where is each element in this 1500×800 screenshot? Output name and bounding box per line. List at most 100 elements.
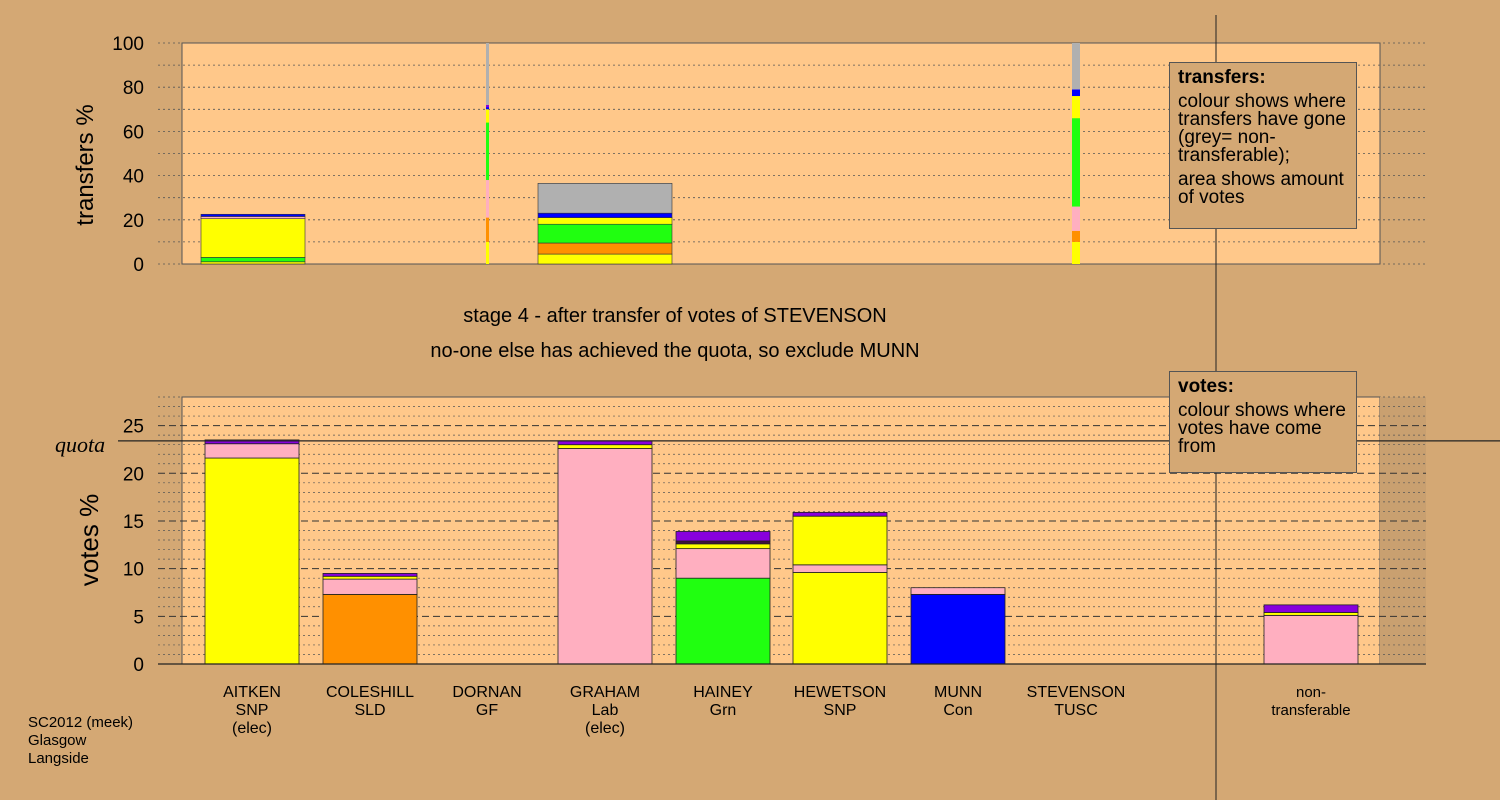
transfers-legend-title: transfers: xyxy=(1178,67,1266,88)
quota-label: quota xyxy=(55,432,105,457)
candidate-label: non- xyxy=(1296,684,1326,701)
candidate-label: AITKEN xyxy=(223,684,281,701)
candidate-label: transferable xyxy=(1271,702,1350,719)
candidate-label: HAINEY xyxy=(693,684,753,701)
transfer-bar-segment xyxy=(486,109,489,123)
votes-bar-segment xyxy=(792,511,888,517)
votes-bar-segment xyxy=(910,587,1006,595)
source-line-2: Glasgow xyxy=(28,732,87,749)
votes-bar-segment xyxy=(910,593,1006,665)
votes-bar-segment xyxy=(322,578,418,595)
candidate-label: COLESHILL xyxy=(326,684,414,701)
votes-bar-segment xyxy=(322,573,418,577)
transfer-bar-segment xyxy=(486,107,489,110)
candidate-label: DORNAN xyxy=(452,684,521,701)
transfer-bar-segment xyxy=(1072,206,1080,231)
votes-bar-segment xyxy=(557,444,653,449)
transfer-bar-segment xyxy=(486,180,489,218)
transfers-tick-label: 100 xyxy=(112,34,144,55)
votes-legend-text: colour shows where votes have come from xyxy=(1178,400,1346,457)
votes-legend-title: votes: xyxy=(1178,376,1234,397)
votes-tick-label: 5 xyxy=(133,607,144,628)
transfers-legend-text1: colour shows where transfers have gone (… xyxy=(1178,91,1346,166)
votes-bar-segment xyxy=(1263,604,1359,613)
votes-bar-segment xyxy=(1263,612,1359,616)
votes-bar-segment xyxy=(322,593,418,665)
transfer-bar-segment xyxy=(486,241,489,264)
votes-tick-label: 20 xyxy=(123,464,144,485)
axes: 0 20 40 60 80 100 0 5 10 15 20 25 xyxy=(112,34,1500,676)
transfer-bar-segment xyxy=(1072,241,1080,264)
candidate-label: STEVENSON xyxy=(1027,684,1126,701)
candidate-label: Grn xyxy=(710,702,737,719)
candidate-label: SNP xyxy=(236,702,269,719)
votes-bar-segment xyxy=(1263,614,1359,665)
transfer-bar-segment xyxy=(200,218,306,258)
candidate-label: SNP xyxy=(824,702,857,719)
transfer-bar-segment xyxy=(537,212,673,218)
transfer-bar-segment xyxy=(486,43,489,105)
votes-bar-segment xyxy=(204,439,300,445)
votes-bar-segment xyxy=(792,515,888,566)
votes-bar-segment xyxy=(675,531,771,542)
votes-bar-segment xyxy=(675,577,771,665)
votes-tick-label: 15 xyxy=(123,512,144,533)
candidate-label: HEWETSON xyxy=(794,684,886,701)
candidate-label: GRAHAM xyxy=(570,684,640,701)
transfer-bar-segment xyxy=(200,257,306,263)
transfer-bar-segment xyxy=(1072,230,1080,242)
votes-bars xyxy=(204,439,1359,665)
votes-legend: votes: colour shows where votes have com… xyxy=(1169,371,1357,473)
candidate-label: (elec) xyxy=(585,720,625,737)
source-line-3: Langside xyxy=(28,750,89,767)
transfer-bar-segment xyxy=(1072,96,1080,119)
votes-bar-segment xyxy=(204,457,300,665)
category-labels: AITKENSNP(elec)COLESHILLSLDDORNANGFGRAHA… xyxy=(223,684,1351,737)
votes-tick-label: 25 xyxy=(123,417,144,438)
votes-bar-segment xyxy=(204,443,300,459)
votes-bar-segment xyxy=(675,543,771,550)
votes-axis-label: votes % xyxy=(74,494,104,587)
transfer-bar-segment xyxy=(486,217,489,242)
votes-bar-segment xyxy=(557,448,653,665)
source-note: SC2012 (meek) Glasgow Langside xyxy=(28,714,133,768)
transfer-bar-segment xyxy=(200,216,306,219)
votes-bar-segment xyxy=(792,572,888,665)
transfer-bar-segment xyxy=(486,104,489,108)
transfers-axis-label: transfers % xyxy=(72,104,99,225)
candidate-label: Lab xyxy=(592,702,619,719)
votes-bar-segment xyxy=(792,564,888,573)
transfers-legend: transfers: colour shows where transfers … xyxy=(1169,62,1357,229)
transfer-bar-segment xyxy=(200,261,306,265)
candidate-label: GF xyxy=(476,702,498,719)
transfers-bars xyxy=(200,43,1080,265)
votes-bar-segment xyxy=(675,540,771,545)
votes-bar-segment xyxy=(322,575,418,580)
votes-tick-label: 0 xyxy=(133,655,144,676)
votes-tick-label: 10 xyxy=(123,560,144,581)
transfers-tick-label: 0 xyxy=(133,255,144,276)
transfer-bar-segment xyxy=(200,213,306,217)
candidate-label: (elec) xyxy=(232,720,272,737)
transfers-tick-label: 60 xyxy=(123,122,144,143)
transfer-bar-segment xyxy=(537,217,673,225)
transfers-tick-label: 20 xyxy=(123,211,144,232)
transfer-bar-segment xyxy=(486,122,489,181)
stage-title: stage 4 - after transfer of votes of STE… xyxy=(463,305,887,327)
transfer-bar-segment xyxy=(1072,43,1080,90)
source-line-1: SC2012 (meek) xyxy=(28,714,134,731)
transfer-bar-segment xyxy=(537,242,673,255)
transfer-bar-segment xyxy=(537,183,673,214)
candidate-label: MUNN xyxy=(934,684,982,701)
candidate-label: SLD xyxy=(354,702,385,719)
transfer-bar-segment xyxy=(537,223,673,244)
transfers-tick-label: 80 xyxy=(123,78,144,99)
transfer-bar-segment xyxy=(1072,118,1080,207)
transfer-bar-segment xyxy=(1072,89,1080,97)
candidate-label: Con xyxy=(943,702,972,719)
candidate-label: TUSC xyxy=(1054,702,1098,719)
transfers-tick-label: 40 xyxy=(123,167,144,188)
stage-subtitle: no-one else has achieved the quota, so e… xyxy=(430,340,920,362)
transfers-legend-text2: area shows amount of votes xyxy=(1178,169,1344,208)
votes-bar-segment xyxy=(675,548,771,579)
